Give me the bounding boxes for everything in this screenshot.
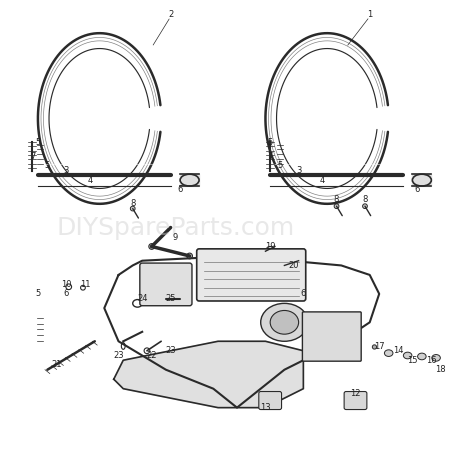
Text: 14: 14 <box>393 346 403 355</box>
Text: 12: 12 <box>350 389 361 398</box>
Ellipse shape <box>403 352 412 359</box>
Ellipse shape <box>363 204 367 209</box>
Text: 6: 6 <box>414 185 420 194</box>
Text: 23: 23 <box>113 351 124 360</box>
FancyBboxPatch shape <box>259 392 282 410</box>
Text: 24: 24 <box>137 294 147 303</box>
Text: 5: 5 <box>35 138 41 146</box>
Text: 17: 17 <box>374 342 384 350</box>
Text: 4: 4 <box>87 176 93 184</box>
Text: 20: 20 <box>289 261 299 270</box>
Text: 2: 2 <box>168 10 173 18</box>
Text: 21: 21 <box>52 361 62 369</box>
FancyBboxPatch shape <box>140 263 192 306</box>
Text: 3: 3 <box>64 166 69 175</box>
Ellipse shape <box>261 303 308 341</box>
Text: 22: 22 <box>146 351 157 360</box>
Text: 3: 3 <box>296 166 301 175</box>
Ellipse shape <box>418 353 426 360</box>
Ellipse shape <box>384 350 393 356</box>
Text: 4: 4 <box>319 176 325 184</box>
Text: 15: 15 <box>407 356 418 365</box>
Text: 6: 6 <box>301 290 306 298</box>
Polygon shape <box>114 341 303 408</box>
Text: 11: 11 <box>80 280 91 289</box>
Text: 10: 10 <box>61 280 72 289</box>
Ellipse shape <box>164 296 168 301</box>
Ellipse shape <box>373 345 376 349</box>
Text: 5: 5 <box>45 162 50 170</box>
Ellipse shape <box>432 355 440 361</box>
Text: 18: 18 <box>436 365 446 374</box>
Text: 7: 7 <box>30 152 36 161</box>
Text: 13: 13 <box>260 403 271 412</box>
Ellipse shape <box>149 244 155 249</box>
Text: 6: 6 <box>177 185 183 194</box>
Text: DIYSpareParts.com: DIYSpareParts.com <box>56 216 294 239</box>
Text: 5: 5 <box>267 138 273 146</box>
Text: 8: 8 <box>362 195 368 203</box>
Ellipse shape <box>334 204 339 209</box>
Polygon shape <box>412 174 431 186</box>
FancyBboxPatch shape <box>302 312 361 361</box>
Ellipse shape <box>130 206 135 211</box>
Text: 8: 8 <box>130 200 136 208</box>
Text: 9: 9 <box>173 233 178 241</box>
Text: 5: 5 <box>35 290 41 298</box>
Text: 6: 6 <box>64 290 69 298</box>
Text: 5: 5 <box>277 162 283 170</box>
FancyBboxPatch shape <box>344 392 367 410</box>
Ellipse shape <box>270 310 299 334</box>
FancyBboxPatch shape <box>197 249 306 301</box>
Text: 7: 7 <box>267 152 273 161</box>
Text: 1: 1 <box>367 10 373 18</box>
Ellipse shape <box>187 253 192 259</box>
Text: 23: 23 <box>165 346 176 355</box>
Text: 25: 25 <box>165 294 176 303</box>
Text: 8: 8 <box>334 195 339 203</box>
Text: 19: 19 <box>265 242 275 251</box>
Polygon shape <box>180 174 199 186</box>
Text: 16: 16 <box>426 356 437 365</box>
